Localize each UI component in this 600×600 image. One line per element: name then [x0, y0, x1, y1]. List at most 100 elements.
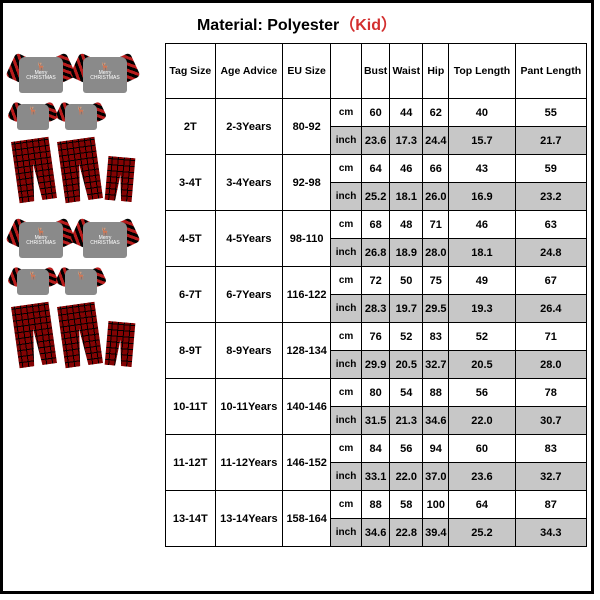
header-unit [331, 44, 362, 99]
cell-value: 34.6 [362, 519, 390, 547]
cell-value: 24.4 [423, 127, 449, 155]
cell-value: 28.3 [362, 295, 390, 323]
cell-value: 46 [390, 155, 423, 183]
header-row: Tag Size Age Advice EU Size Bust Waist H… [166, 44, 587, 99]
cell-value: 29.9 [362, 351, 390, 379]
cell-value: 63 [515, 211, 586, 239]
cell-value: 87 [515, 491, 586, 519]
header-age-advice: Age Advice [215, 44, 283, 99]
cell-value: 20.5 [390, 351, 423, 379]
cell-eu: 140-146 [283, 379, 331, 435]
cell-value: 34.6 [423, 407, 449, 435]
cell-value: 18.1 [390, 183, 423, 211]
cell-value: 64 [449, 491, 515, 519]
cell-tag: 4-5T [166, 211, 216, 267]
cell-value: 58 [390, 491, 423, 519]
cell-value: 59 [515, 155, 586, 183]
cell-unit: cm [331, 435, 362, 463]
cell-age: 2-3Years [215, 99, 283, 155]
cell-value: 88 [423, 379, 449, 407]
cell-value: 48 [390, 211, 423, 239]
cell-unit: inch [331, 407, 362, 435]
cell-value: 55 [515, 99, 586, 127]
cell-value: 71 [515, 323, 586, 351]
cell-value: 26.0 [423, 183, 449, 211]
cell-value: 71 [423, 211, 449, 239]
cell-value: 56 [390, 435, 423, 463]
cell-age: 3-4Years [215, 155, 283, 211]
cell-unit: inch [331, 127, 362, 155]
cell-value: 20.5 [449, 351, 515, 379]
cell-value: 80 [362, 379, 390, 407]
cell-value: 34.3 [515, 519, 586, 547]
cell-age: 10-11Years [215, 379, 283, 435]
cell-value: 44 [390, 99, 423, 127]
material-title: Material: Polyester（Kid） [3, 11, 591, 35]
table-row: 13-14T13-14Years158-164cm88581006487 [166, 491, 587, 519]
cell-eu: 128-134 [283, 323, 331, 379]
cell-tag: 13-14T [166, 491, 216, 547]
cell-value: 75 [423, 267, 449, 295]
cell-tag: 11-12T [166, 435, 216, 491]
cell-value: 60 [449, 435, 515, 463]
cell-value: 21.3 [390, 407, 423, 435]
cell-unit: cm [331, 267, 362, 295]
cell-value: 94 [423, 435, 449, 463]
cell-value: 52 [390, 323, 423, 351]
cell-unit: cm [331, 491, 362, 519]
cell-unit: inch [331, 351, 362, 379]
product-image-2: 🦌MerryCHRISTMAS 🦌MerryCHRISTMAS 🦌 🦌 [11, 218, 159, 373]
cell-value: 46 [449, 211, 515, 239]
cell-unit: cm [331, 99, 362, 127]
table-row: 4-5T4-5Years98-110cm6848714663 [166, 211, 587, 239]
cell-value: 37.0 [423, 463, 449, 491]
cell-value: 23.6 [449, 463, 515, 491]
cell-value: 76 [362, 323, 390, 351]
cell-value: 28.0 [423, 239, 449, 267]
cell-unit: inch [331, 183, 362, 211]
cell-eu: 80-92 [283, 99, 331, 155]
header-bust: Bust [362, 44, 390, 99]
cell-value: 24.8 [515, 239, 586, 267]
cell-value: 40 [449, 99, 515, 127]
cell-eu: 158-164 [283, 491, 331, 547]
cell-value: 22.0 [449, 407, 515, 435]
cell-age: 6-7Years [215, 267, 283, 323]
cell-age: 4-5Years [215, 211, 283, 267]
cell-value: 56 [449, 379, 515, 407]
cell-value: 21.7 [515, 127, 586, 155]
cell-value: 26.4 [515, 295, 586, 323]
cell-value: 25.2 [449, 519, 515, 547]
cell-value: 26.8 [362, 239, 390, 267]
cell-age: 8-9Years [215, 323, 283, 379]
cell-age: 13-14Years [215, 491, 283, 547]
cell-value: 28.0 [515, 351, 586, 379]
cell-value: 33.1 [362, 463, 390, 491]
cell-value: 62 [423, 99, 449, 127]
table-row: 6-7T6-7Years116-122cm7250754967 [166, 267, 587, 295]
table-row: 3-4T3-4Years92-98cm6446664359 [166, 155, 587, 183]
cell-value: 30.7 [515, 407, 586, 435]
cell-value: 32.7 [515, 463, 586, 491]
cell-value: 60 [362, 99, 390, 127]
kid-label: （Kid） [339, 17, 397, 34]
cell-value: 18.1 [449, 239, 515, 267]
header-tag-size: Tag Size [166, 44, 216, 99]
cell-value: 68 [362, 211, 390, 239]
cell-value: 23.2 [515, 183, 586, 211]
cell-unit: cm [331, 379, 362, 407]
cell-value: 25.2 [362, 183, 390, 211]
cell-unit: inch [331, 239, 362, 267]
cell-value: 43 [449, 155, 515, 183]
cell-unit: inch [331, 295, 362, 323]
cell-value: 23.6 [362, 127, 390, 155]
cell-value: 52 [449, 323, 515, 351]
cell-value: 39.4 [423, 519, 449, 547]
table-row: 2T2-3Years80-92cm6044624055 [166, 99, 587, 127]
cell-value: 19.3 [449, 295, 515, 323]
cell-value: 32.7 [423, 351, 449, 379]
cell-value: 31.5 [362, 407, 390, 435]
cell-unit: cm [331, 211, 362, 239]
cell-value: 15.7 [449, 127, 515, 155]
cell-tag: 10-11T [166, 379, 216, 435]
